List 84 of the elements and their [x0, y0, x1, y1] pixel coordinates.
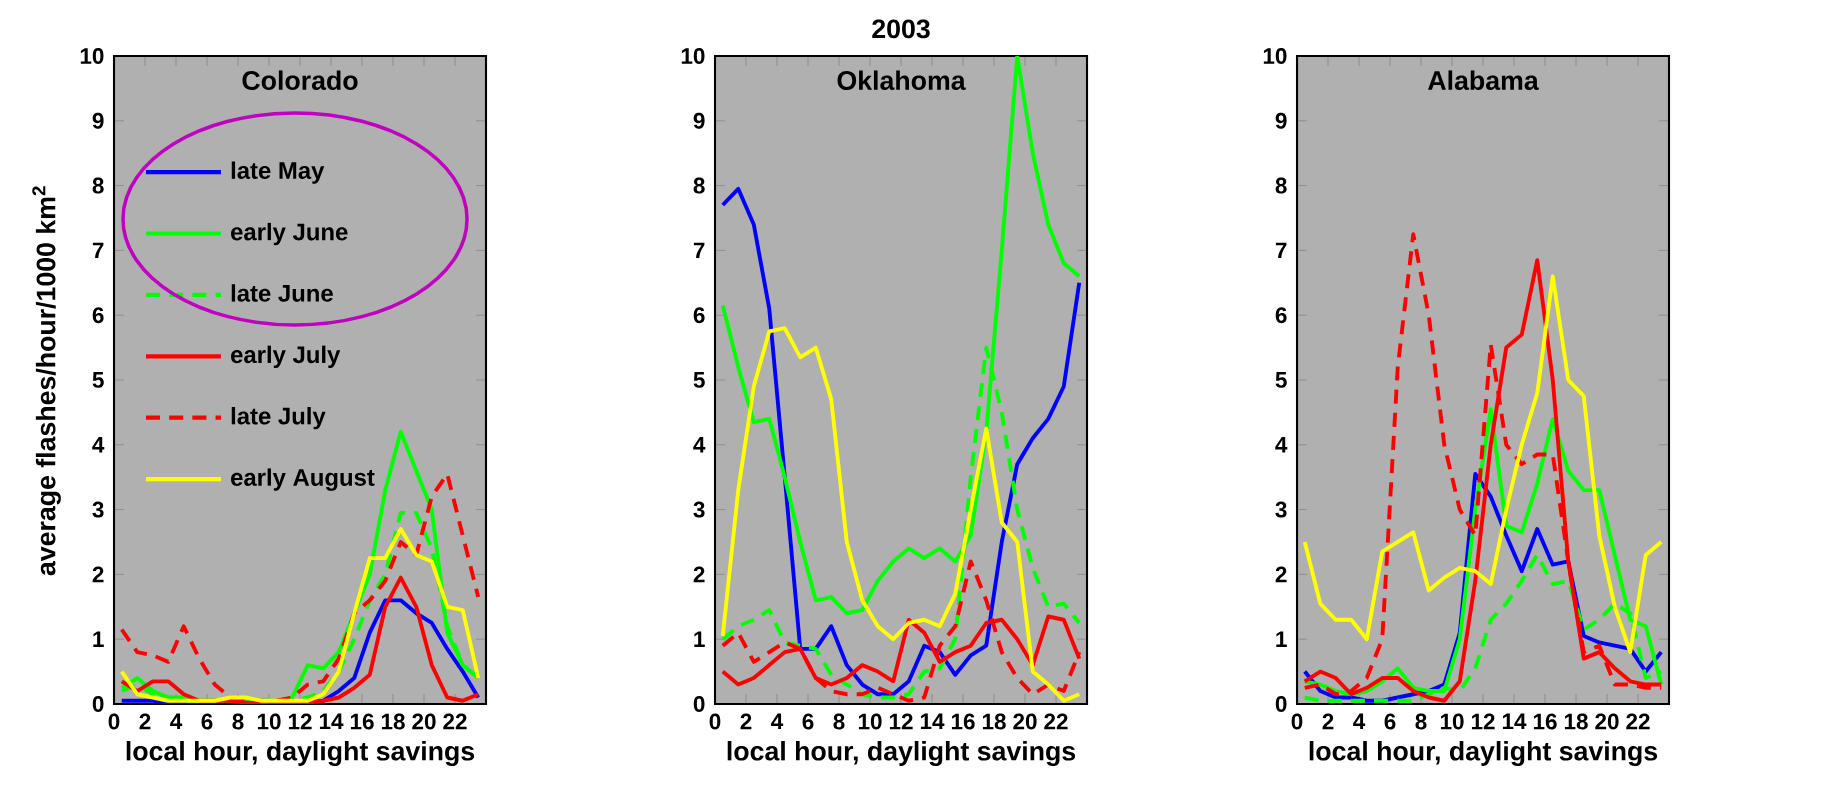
- chart-subtitle: Oklahoma: [837, 70, 966, 91]
- x-tick-label: 14: [1502, 713, 1527, 730]
- chart-subtitle: Colorado: [242, 70, 358, 91]
- y-tick-label: 5: [92, 372, 104, 388]
- x-tick-label: 2: [139, 713, 151, 730]
- x-tick-label: 2: [740, 713, 752, 730]
- x-tick-label: 16: [951, 713, 975, 730]
- x-tick-label: 20: [412, 713, 436, 730]
- y-tick-label: 8: [1275, 177, 1287, 194]
- x-tick-label: 20: [1013, 713, 1037, 730]
- x-tick-label: 20: [1595, 713, 1619, 730]
- y-tick-label: 2: [1275, 566, 1287, 583]
- line-series: [720, 186, 1082, 697]
- x-tick-label: 18: [982, 713, 1006, 730]
- y-tick-label: 8: [92, 177, 104, 194]
- legend-label: early August: [231, 468, 375, 491]
- y-tick-label: 4: [1275, 437, 1288, 453]
- x-tick-label: 12: [288, 713, 312, 730]
- legend-label: late May: [231, 161, 325, 184]
- x-tick-label: 2: [1322, 713, 1334, 730]
- x-tick-label: 18: [381, 713, 405, 730]
- legend-label: early July: [231, 345, 341, 368]
- y-tick-label: 5: [693, 372, 705, 388]
- y-tick-label: 2: [92, 566, 104, 583]
- y-tick-label: 2: [693, 566, 705, 583]
- x-tick-label: 10: [858, 713, 882, 730]
- x-axis-title: local hour, daylight savings: [126, 741, 475, 767]
- y-tick-label: 10: [1263, 48, 1287, 64]
- x-tick-label: 16: [350, 713, 374, 730]
- y-tick-label: 9: [1275, 112, 1287, 129]
- y-tick-label: 3: [1275, 501, 1287, 518]
- y-tick-label: 4: [693, 437, 706, 453]
- x-tick-label: 4: [1353, 713, 1366, 730]
- x-tick-label: 6: [802, 713, 814, 730]
- x-tick-label: 10: [257, 713, 281, 730]
- y-tick-label: 9: [693, 112, 705, 129]
- x-tick-label: 22: [443, 713, 467, 730]
- legend-label: late June: [231, 284, 333, 302]
- x-tick-label: 14: [920, 713, 945, 730]
- x-tick-label: 12: [1471, 713, 1495, 730]
- y-tick-label: 5: [1275, 372, 1287, 388]
- y-tick-label: 0: [693, 696, 705, 712]
- y-tick-label: 6: [92, 307, 104, 324]
- x-tick-label: 10: [1440, 713, 1464, 730]
- x-tick-label: 8: [833, 713, 845, 730]
- y-tick-label: 4: [92, 437, 105, 453]
- x-tick-label: 0: [709, 713, 721, 730]
- legend-label: early June: [231, 222, 348, 246]
- y-tick-label: 8: [693, 177, 705, 194]
- y-tick-label: 1: [694, 631, 705, 647]
- y-tick-label: 0: [92, 696, 104, 712]
- x-tick-label: 4: [771, 713, 784, 730]
- x-tick-label: 6: [201, 713, 213, 730]
- x-axis-title: local hour, daylight savings: [1309, 741, 1658, 767]
- x-tick-label: 16: [1533, 713, 1557, 730]
- x-tick-label: 22: [1044, 713, 1068, 730]
- y-tick-label: 3: [693, 501, 705, 518]
- y-tick-label: 10: [80, 48, 104, 64]
- x-tick-label: 0: [1291, 713, 1303, 730]
- y-axis-title: average flashes/hour/1000 km$^{2}$: [32, 186, 61, 576]
- x-axis-title: local hour, daylight savings: [727, 741, 1076, 767]
- x-tick-label: 8: [232, 713, 244, 730]
- x-tick-label: 14: [319, 713, 344, 730]
- x-tick-label: 12: [889, 713, 913, 730]
- chart-subtitle: Alabama: [1428, 70, 1539, 91]
- x-tick-label: 0: [108, 713, 120, 730]
- y-tick-label: 1: [1276, 631, 1287, 647]
- legend-label: late July: [231, 407, 326, 430]
- chart-title: 2003: [872, 19, 930, 39]
- y-tick-label: 7: [92, 242, 104, 259]
- x-tick-label: 4: [170, 713, 183, 730]
- y-tick-label: 7: [1275, 242, 1287, 259]
- y-tick-label: 7: [693, 242, 705, 259]
- y-tick-label: 6: [1275, 307, 1287, 324]
- y-tick-label: 1: [93, 631, 104, 647]
- y-tick-label: 9: [92, 112, 104, 129]
- x-tick-label: 6: [1384, 713, 1396, 730]
- y-tick-label: 0: [1275, 696, 1287, 712]
- y-tick-label: 10: [681, 48, 705, 64]
- x-tick-label: 18: [1564, 713, 1588, 730]
- x-tick-label: 22: [1626, 713, 1650, 730]
- y-tick-label: 6: [693, 307, 705, 324]
- y-tick-label: 3: [92, 501, 104, 518]
- x-tick-label: 8: [1415, 713, 1427, 730]
